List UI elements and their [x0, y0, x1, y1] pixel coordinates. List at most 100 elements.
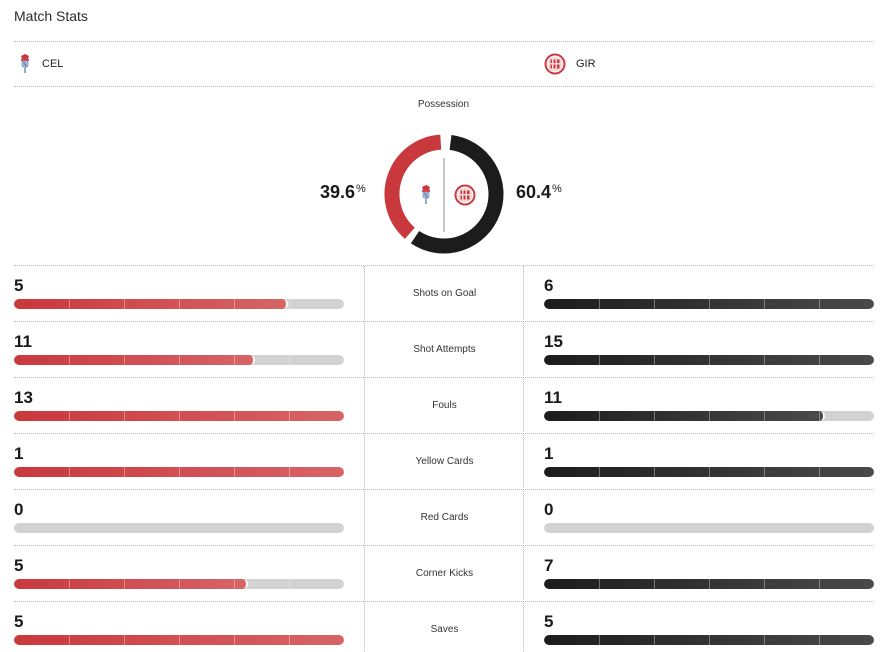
bar-segment-tick — [764, 411, 765, 421]
away-stat-bar — [544, 355, 874, 365]
bar-segment-tick — [124, 411, 125, 421]
away-stat-bar — [544, 411, 874, 421]
bar-segment-tick — [179, 299, 180, 309]
bar-segment-tick — [764, 579, 765, 589]
bar-segment-tick — [69, 579, 70, 589]
away-stat-value: 11 — [544, 388, 562, 407]
column-divider — [523, 266, 524, 652]
bar-segment-tick — [599, 635, 600, 645]
home-stat-bar — [14, 411, 344, 421]
bar-segment-tick — [654, 467, 655, 477]
bar-segment-tick — [709, 299, 710, 309]
divider — [14, 321, 874, 322]
stat-bar-fill — [14, 299, 290, 309]
home-stat-value: 11 — [14, 332, 32, 351]
stat-bar-fill — [14, 411, 344, 421]
stat-bar-fill — [14, 355, 290, 365]
stat-row: 5 Shots on Goal 6 — [14, 266, 874, 322]
away-stat-value: 6 — [544, 276, 554, 295]
bar-segment-tick — [69, 635, 70, 645]
bar-segment-tick — [764, 355, 765, 365]
stat-bar-fill — [14, 579, 290, 589]
stat-name: Red Cards — [420, 512, 469, 523]
bar-segment-tick — [709, 467, 710, 477]
stat-row: 11 Shot Attempts 15 — [14, 322, 874, 378]
stat-name: Shots on Goal — [412, 288, 477, 299]
bar-segment-tick — [289, 579, 290, 589]
bar-segment-tick — [819, 355, 820, 365]
away-stat-value: 1 — [544, 444, 554, 463]
away-stat-value: 5 — [544, 612, 554, 631]
home-stat-value: 5 — [14, 276, 24, 295]
stat-bar-fill — [544, 411, 825, 421]
bar-segment-tick — [654, 635, 655, 645]
bar-segment-tick — [599, 579, 600, 589]
bar-segment-tick — [124, 355, 125, 365]
stat-bar-fill — [14, 467, 344, 477]
bar-segment-tick — [234, 467, 235, 477]
bar-segment-tick — [819, 579, 820, 589]
bar-segment-tick — [709, 355, 710, 365]
bar-segment-tick — [599, 299, 600, 309]
bar-segment-tick — [709, 579, 710, 589]
divider — [14, 265, 874, 266]
home-stat-bar — [14, 299, 344, 309]
stat-row: 1 Yellow Cards 1 — [14, 434, 874, 490]
bar-segment-tick — [69, 411, 70, 421]
bar-segment-tick — [179, 579, 180, 589]
away-team-abbr: GIR — [576, 58, 596, 70]
home-stat-bar — [14, 355, 344, 365]
divider — [14, 86, 874, 87]
celta-crest-icon — [21, 54, 29, 73]
stat-name: Saves — [430, 624, 459, 635]
girona-crest-icon — [544, 53, 566, 75]
stat-name: Fouls — [432, 400, 457, 411]
bar-segment-tick — [819, 299, 820, 309]
divider — [14, 545, 874, 546]
away-stat-value: 7 — [544, 556, 554, 575]
stat-bar-fill — [544, 467, 874, 477]
divider — [14, 377, 874, 378]
bar-segment-tick — [124, 635, 125, 645]
home-stat-bar — [14, 579, 344, 589]
bar-segment-tick — [124, 299, 125, 309]
stat-bar-fill — [14, 635, 344, 645]
home-stat-value: 5 — [14, 612, 24, 631]
home-team-abbr: CEL — [42, 58, 64, 70]
bar-segment-tick — [654, 355, 655, 365]
stat-row: 13 Fouls 11 — [14, 378, 874, 434]
home-stat-value: 1 — [14, 444, 24, 463]
possession-arc-home — [384, 134, 442, 239]
away-stat-value: 0 — [544, 500, 554, 519]
divider — [14, 433, 874, 434]
home-stat-value: 5 — [14, 556, 24, 575]
bar-segment-tick — [599, 411, 600, 421]
stat-bar-fill — [544, 299, 874, 309]
possession-arc-away — [410, 134, 504, 254]
bar-segment-tick — [179, 411, 180, 421]
bar-segment-tick — [764, 635, 765, 645]
away-stat-value: 15 — [544, 332, 563, 351]
stat-row: 5 Corner Kicks 7 — [14, 546, 874, 602]
stat-row: 5 Saves 5 — [14, 602, 874, 652]
away-stat-bar — [544, 635, 874, 645]
bar-segment-tick — [289, 299, 290, 309]
bar-segment-tick — [124, 579, 125, 589]
away-stat-bar — [544, 467, 874, 477]
bar-segment-tick — [654, 579, 655, 589]
bar-segment-tick — [764, 299, 765, 309]
bar-segment-tick — [289, 467, 290, 477]
bar-segment-tick — [179, 355, 180, 365]
bar-segment-tick — [234, 579, 235, 589]
bar-segment-tick — [709, 635, 710, 645]
bar-segment-tick — [819, 467, 820, 477]
home-stat-bar — [14, 635, 344, 645]
bar-segment-tick — [234, 635, 235, 645]
home-team: CEL — [18, 53, 63, 75]
bar-segment-tick — [819, 411, 820, 421]
bar-segment-tick — [599, 355, 600, 365]
bar-segment-tick — [124, 467, 125, 477]
home-stat-value: 13 — [14, 388, 33, 407]
away-stat-bar — [544, 299, 874, 309]
divider — [14, 601, 874, 602]
